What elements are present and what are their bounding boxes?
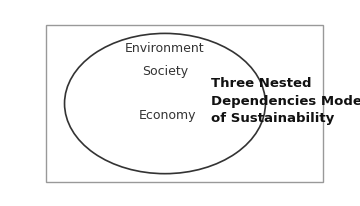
Text: Society: Society bbox=[142, 65, 188, 78]
Text: Economy: Economy bbox=[139, 109, 197, 122]
Text: Environment: Environment bbox=[125, 42, 205, 55]
Text: Three Nested
Dependencies Model
of Sustainability: Three Nested Dependencies Model of Susta… bbox=[211, 77, 360, 125]
Ellipse shape bbox=[125, 84, 211, 146]
Ellipse shape bbox=[64, 34, 265, 174]
Ellipse shape bbox=[94, 59, 236, 159]
